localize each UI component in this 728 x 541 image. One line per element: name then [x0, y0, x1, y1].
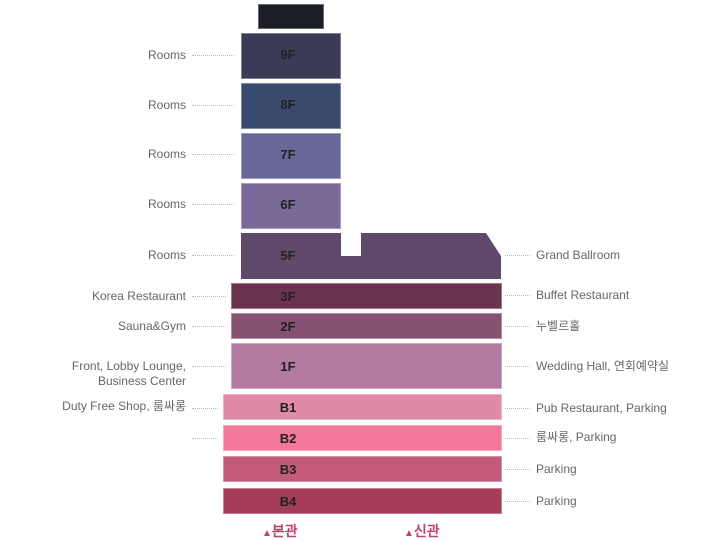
floor-9f[interactable] [241, 33, 341, 79]
legend-new-building: ▲신관 [404, 521, 440, 541]
floor-label-8f: 8F [280, 97, 296, 112]
floor-b3[interactable] [223, 456, 502, 482]
legend-new-label: 신관 [413, 523, 440, 539]
right-label-3f: Buffet Restaurant [536, 288, 630, 302]
floor-label-2f: 2F [280, 319, 296, 334]
triangle-up-icon: ▲ [262, 528, 272, 539]
leader-line [192, 438, 218, 439]
floor-label-b3: B3 [279, 462, 297, 477]
floor-b1[interactable] [223, 394, 502, 420]
leader-line [505, 469, 530, 470]
left-label-2f: Sauna&Gym [117, 319, 186, 333]
floor-b2[interactable] [223, 425, 502, 451]
floor-label-6f: 6F [280, 197, 296, 212]
floor-label-b1: B1 [279, 400, 297, 415]
left-label-7f: Rooms [147, 147, 186, 161]
floor-5f[interactable] [241, 233, 502, 280]
right-label-5f: Grand Ballroom [536, 248, 621, 262]
floor-label-b4: B4 [279, 494, 297, 509]
floor-label-7f: 7F [280, 147, 296, 162]
leader-line [505, 501, 530, 502]
left-label-6f: Rooms [147, 197, 186, 211]
leader-line [505, 438, 530, 439]
floor-label-5f: 5F [280, 248, 296, 263]
left-label-3f: Korea Restaurant [91, 289, 186, 303]
leader-line [192, 255, 234, 256]
leader-line [192, 296, 226, 297]
right-label-b2: 룸싸롱, Parking [536, 430, 617, 444]
floor-6f[interactable] [241, 183, 341, 229]
floor-label-b2: B2 [279, 431, 297, 446]
triangle-up-icon: ▲ [404, 528, 414, 539]
leader-line [505, 295, 530, 296]
leader-line [192, 105, 234, 106]
leader-line [505, 326, 530, 327]
floor-b4[interactable] [223, 488, 502, 514]
left-label-1f-line1: Front, Lobby Lounge, [71, 359, 186, 373]
legend-main-building: ▲본관 [262, 521, 298, 541]
left-label-9f: Rooms [147, 48, 186, 62]
rooftop-block [258, 4, 324, 29]
leader-line [192, 408, 218, 409]
leader-line [505, 366, 530, 367]
right-label-b1: Pub Restaurant, Parking [536, 401, 667, 415]
left-label-8f: Rooms [147, 98, 186, 112]
floor-2f[interactable] [231, 313, 502, 339]
floor-3f[interactable] [231, 283, 502, 309]
leader-line [192, 55, 234, 56]
leader-line [192, 366, 226, 367]
right-label-1f: Wedding Hall, 연회예약실 [536, 359, 670, 373]
floor-1f[interactable] [231, 343, 502, 389]
left-label-5f: Rooms [147, 248, 186, 262]
floor-8f[interactable] [241, 83, 341, 129]
leader-line [192, 326, 226, 327]
floor-7f[interactable] [241, 133, 341, 179]
floor-label-3f: 3F [280, 289, 296, 304]
leader-line [192, 154, 234, 155]
right-label-2f: 누벨르홀 [536, 319, 581, 333]
legend-main-label: 본관 [271, 523, 298, 539]
leader-line [505, 255, 530, 256]
right-label-b3: Parking [536, 462, 577, 476]
leader-line [505, 408, 530, 409]
left-label-1f-line2: Business Center [97, 374, 186, 388]
floor-label-1f: 1F [280, 359, 296, 374]
right-label-b4: Parking [536, 494, 577, 508]
leader-line [192, 204, 234, 205]
floor-label-9f: 9F [280, 47, 296, 62]
left-label-b1: Duty Free Shop, 룸싸롱 [62, 399, 186, 413]
